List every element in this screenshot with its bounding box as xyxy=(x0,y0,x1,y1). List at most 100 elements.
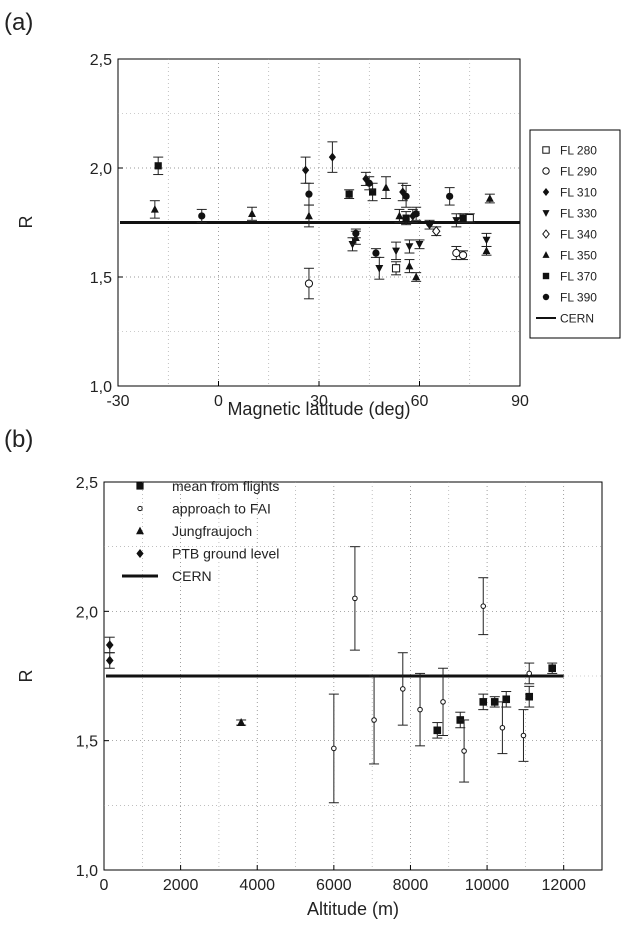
data-point xyxy=(481,232,492,247)
marker-mean-from-flights xyxy=(433,726,442,735)
marker-ptb-ground-level xyxy=(105,640,114,650)
data-point xyxy=(153,156,164,176)
series-fl-290 xyxy=(303,245,469,300)
marker-fl-390 xyxy=(446,192,454,200)
tick-label-y: 2,0 xyxy=(90,161,112,178)
panel-a-ticks: -30 0 30 60 90 1,0 1,5 2,0 2,5 xyxy=(90,52,529,410)
data-point xyxy=(364,176,375,191)
data-point xyxy=(431,225,442,237)
data-point xyxy=(458,250,469,261)
tick-label-x: 90 xyxy=(511,393,529,410)
marker-fl-350 xyxy=(485,194,494,202)
legend-item-fl-390: FL 390 xyxy=(542,290,597,304)
data-point xyxy=(458,213,469,223)
data-point xyxy=(484,193,495,204)
marker-fl-370 xyxy=(369,188,377,196)
tick-label-x: 0 xyxy=(100,877,109,894)
marker-fl-280 xyxy=(391,264,401,273)
data-point xyxy=(459,719,470,783)
panel-a-legend: FL 280 FL 290 FL 310 FL 330 FL 340 FL 350 FL 3… xyxy=(529,129,621,339)
marker-fl-350 xyxy=(248,209,256,218)
legend-marker-fl-330 xyxy=(542,210,550,217)
marker-fl-350 xyxy=(412,272,421,281)
marker-fl-390 xyxy=(372,249,380,257)
data-point xyxy=(404,239,415,254)
series-ptb-ground-level xyxy=(104,636,115,669)
marker-approach-to-fai xyxy=(331,745,337,752)
data-point xyxy=(374,256,385,280)
marker-fl-310 xyxy=(425,220,434,230)
marker-fl-390 xyxy=(352,229,360,237)
marker-fl-310 xyxy=(302,165,310,175)
marker-approach-to-fai xyxy=(440,699,446,705)
legend-item-jungfraujoch: Jungfraujoch xyxy=(136,523,252,539)
legend-item-fl-350: FL 350 xyxy=(542,248,597,262)
marker-fl-280 xyxy=(465,214,474,223)
marker-mean-from-flights xyxy=(525,692,534,701)
panel-b-ylabel: R xyxy=(16,670,36,683)
legend-marker-fl-280 xyxy=(542,146,550,154)
panel-a: (a) -30 0 30 60 90 1,0 1,5 2,0 2,5 Magnetic lati… xyxy=(4,9,621,419)
marker-fl-370 xyxy=(402,214,410,222)
data-point xyxy=(247,206,257,221)
marker-fl-350 xyxy=(150,205,159,213)
data-point xyxy=(394,208,405,223)
marker-fl-350 xyxy=(482,246,491,255)
marker-fl-350 xyxy=(395,211,404,220)
legend-item-cern: CERN xyxy=(536,311,594,325)
legend-label: FL 340 xyxy=(560,227,597,241)
tick-label-x: 60 xyxy=(411,393,429,410)
data-point xyxy=(411,272,422,282)
marker-mean-from-flights xyxy=(548,664,556,673)
tick-label-x: 8000 xyxy=(393,877,429,894)
legend-item-approach-to-fai: approach to FAI xyxy=(137,501,271,517)
marker-ptb-ground-level xyxy=(105,655,114,666)
data-point xyxy=(547,662,558,674)
marker-fl-290 xyxy=(304,279,314,288)
legend-label: approach to FAI xyxy=(172,501,271,517)
data-point xyxy=(391,261,402,276)
legend-item-fl-370: FL 370 xyxy=(542,269,597,283)
legend-label: FL 370 xyxy=(560,269,597,283)
legend-marker-fl-290 xyxy=(542,167,550,175)
legend-item-fl-280: FL 280 xyxy=(542,143,597,157)
marker-approach-to-fai xyxy=(526,670,532,677)
panel-a-ylabel: R xyxy=(16,216,36,229)
data-point xyxy=(350,228,361,239)
tick-label-x: 6000 xyxy=(316,877,352,894)
marker-fl-390 xyxy=(365,179,373,187)
panel-b-legend: mean from flights approach to FAI Jungfrau… xyxy=(122,478,279,584)
marker-fl-390 xyxy=(402,192,410,200)
marker-fl-330 xyxy=(348,241,357,249)
legend-label: FL 390 xyxy=(560,290,597,304)
marker-approach-to-fai xyxy=(499,724,506,731)
marker-approach-to-fai xyxy=(371,717,377,723)
data-point xyxy=(104,652,115,669)
marker-fl-340 xyxy=(432,225,441,237)
tick-label-x: 30 xyxy=(310,393,328,410)
data-point xyxy=(432,722,443,739)
legend-label: FL 290 xyxy=(560,164,597,178)
marker-fl-370 xyxy=(345,190,353,198)
marker-fl-370 xyxy=(154,162,162,170)
series-fl-340 xyxy=(431,225,442,237)
marker-approach-to-fai xyxy=(461,748,467,754)
legend-label: PTB ground level xyxy=(172,546,279,562)
tick-label-y: 1,5 xyxy=(90,270,112,287)
tick-label-y: 1,0 xyxy=(76,863,98,880)
data-point xyxy=(411,206,422,221)
data-point xyxy=(414,239,425,250)
marker-fl-350 xyxy=(405,261,414,270)
marker-mean-from-flights xyxy=(479,698,488,706)
data-point xyxy=(381,176,391,200)
tick-label-y: 1,5 xyxy=(76,734,98,751)
data-point xyxy=(478,693,489,711)
data-point xyxy=(401,184,412,208)
marker-jungfraujoch xyxy=(236,718,246,726)
tick-label-x: 4000 xyxy=(239,877,275,894)
legend-marker-approach-to-fai xyxy=(137,505,143,512)
marker-fl-310 xyxy=(409,211,417,221)
marker-fl-350 xyxy=(304,211,313,220)
data-point xyxy=(397,652,408,726)
marker-fl-310 xyxy=(328,152,336,162)
